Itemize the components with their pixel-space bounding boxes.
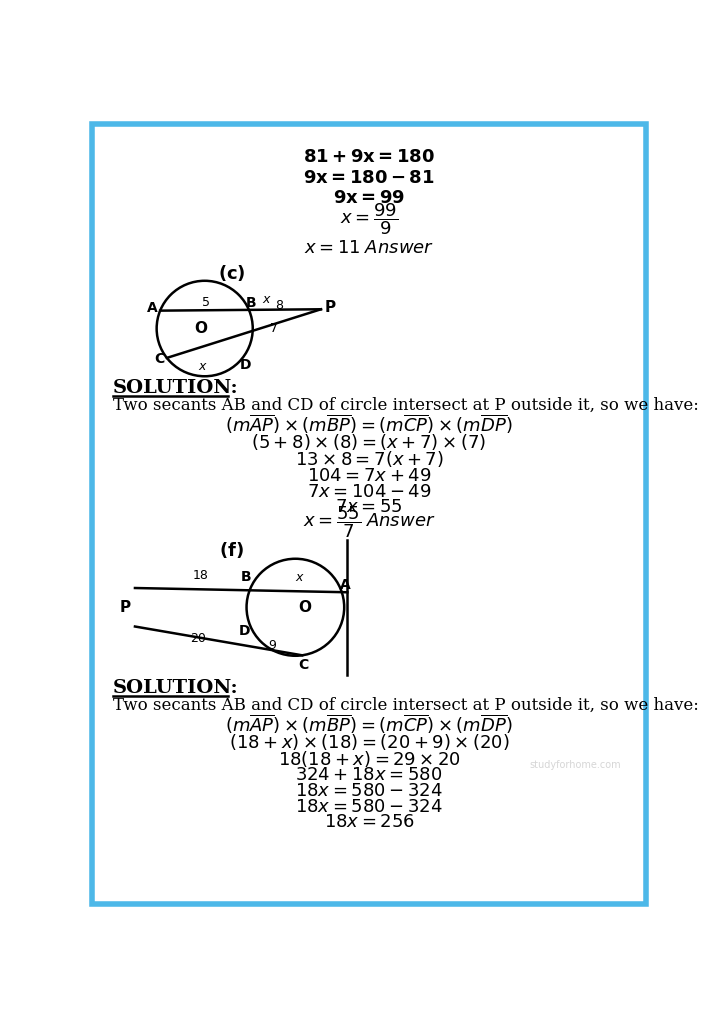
Text: 7: 7: [271, 323, 279, 335]
Text: $\mathbf{9x = 99}$: $\mathbf{9x = 99}$: [333, 189, 405, 208]
Text: P: P: [325, 300, 336, 316]
Text: C: C: [154, 352, 164, 366]
Text: D: D: [239, 624, 251, 638]
Text: $18x = 580 - 324$: $18x = 580 - 324$: [295, 782, 443, 800]
Text: SOLUTION:: SOLUTION:: [113, 379, 239, 397]
Text: $18x = 256$: $18x = 256$: [323, 813, 415, 831]
Text: $(5+8) \times (8) = (x+7) \times (7)$: $(5+8) \times (8) = (x+7) \times (7)$: [251, 432, 487, 452]
Text: 18: 18: [193, 569, 209, 582]
Text: A: A: [147, 300, 158, 315]
Text: 20: 20: [190, 632, 206, 645]
Text: D: D: [239, 358, 251, 373]
Text: $104 = 7x + 49$: $104 = 7x + 49$: [307, 466, 431, 485]
Text: $324 + 18x = 580$: $324 + 18x = 580$: [295, 767, 443, 784]
Text: P: P: [120, 600, 130, 615]
Text: $(m\overline{AP}) \times (m\overline{BP}) = (m\overline{CP}) \times (m\overline{: $(m\overline{AP}) \times (m\overline{BP}…: [225, 412, 513, 436]
Text: O: O: [194, 321, 207, 336]
Text: $7x = 55$: $7x = 55$: [336, 498, 402, 516]
Text: O: O: [298, 600, 311, 615]
Text: $x = \dfrac{55}{7} \; \mathit{Answer}$: $x = \dfrac{55}{7} \; \mathit{Answer}$: [303, 505, 435, 541]
Text: 9: 9: [268, 639, 276, 653]
Text: $\mathbf{(f)}$: $\mathbf{(f)}$: [220, 540, 244, 560]
Text: x: x: [296, 571, 303, 584]
Text: $(18+x) \times (18) = (20+9) \times (20)$: $(18+x) \times (18) = (20+9) \times (20)…: [228, 732, 510, 752]
Text: $x = \dfrac{99}{9}$: $x = \dfrac{99}{9}$: [340, 202, 398, 237]
Text: $18x = 580 - 324$: $18x = 580 - 324$: [295, 798, 443, 815]
Text: $13 \times 8 = 7(x+7)$: $13 \times 8 = 7(x+7)$: [294, 449, 444, 469]
Text: SOLUTION:: SOLUTION:: [113, 679, 239, 697]
Text: 8: 8: [275, 299, 283, 312]
Text: B: B: [246, 296, 256, 309]
Text: $\mathbf{81 + 9x = 180}$: $\mathbf{81 + 9x = 180}$: [303, 148, 435, 166]
Text: $\mathbf{(c)}$: $\mathbf{(c)}$: [218, 263, 246, 283]
Text: 5: 5: [202, 296, 210, 309]
Text: $18(18+x) = 29 \times 20$: $18(18+x) = 29 \times 20$: [278, 749, 460, 769]
Text: A: A: [341, 577, 351, 591]
Text: $x = 11 \; \mathit{Answer}$: $x = 11 \; \mathit{Answer}$: [304, 238, 434, 257]
Text: $7x = 104 - 49$: $7x = 104 - 49$: [307, 483, 431, 501]
Text: $(m\overline{AP}) \times (m\overline{BP}) = (m\overline{CP}) \times (m\overline{: $(m\overline{AP}) \times (m\overline{BP}…: [225, 713, 513, 736]
Text: Two secants AB and CD of circle intersect at P outside it, so we have:: Two secants AB and CD of circle intersec…: [113, 397, 699, 414]
Text: x: x: [263, 293, 270, 306]
Text: Two secants AB and CD of circle intersect at P outside it, so we have:: Two secants AB and CD of circle intersec…: [113, 697, 699, 715]
Text: $\mathbf{9x = 180 - 81}$: $\mathbf{9x = 180 - 81}$: [303, 169, 435, 186]
Text: C: C: [299, 659, 309, 672]
Text: x: x: [199, 360, 206, 374]
Text: studyforhome.com: studyforhome.com: [529, 760, 621, 770]
Text: B: B: [241, 570, 251, 584]
